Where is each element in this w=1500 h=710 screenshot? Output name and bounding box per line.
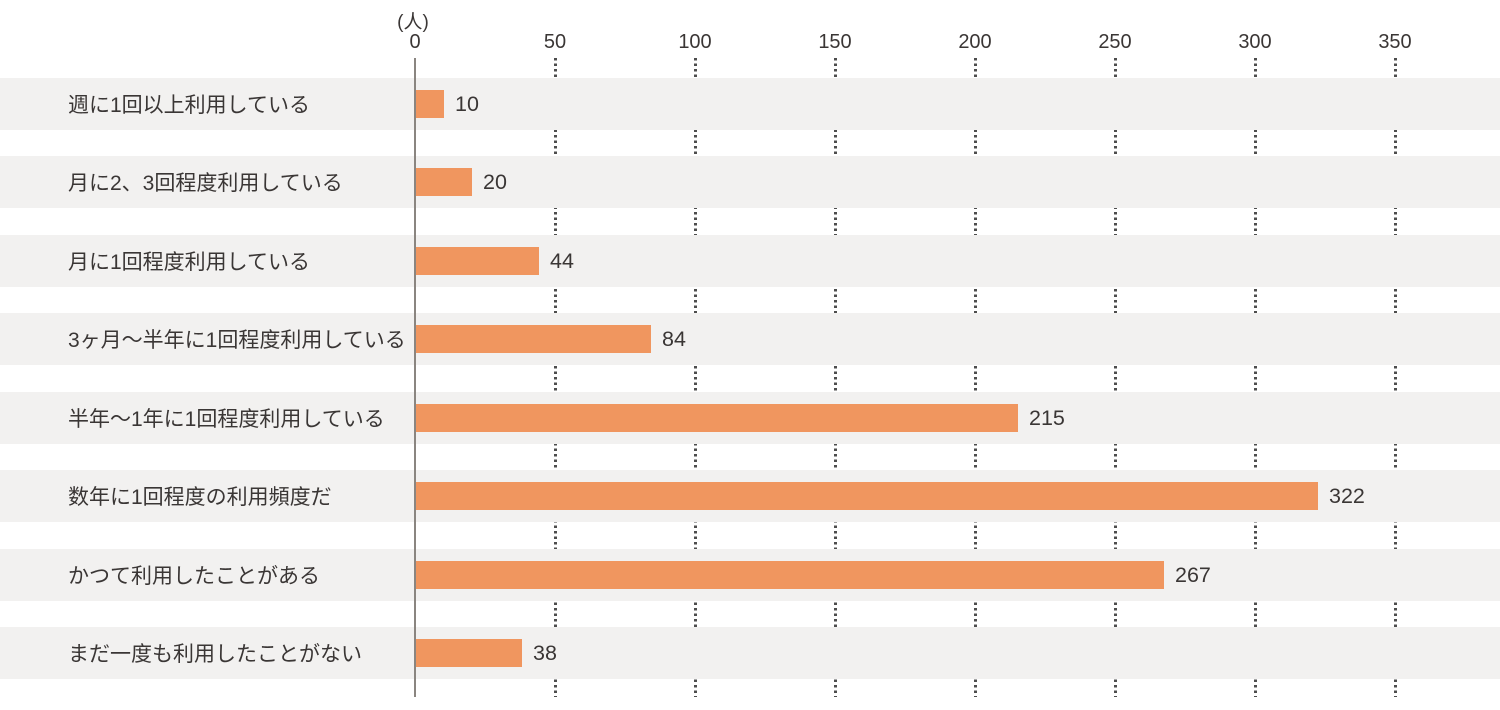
x-tick-label: 300 bbox=[1238, 31, 1272, 53]
gridline-dotted bbox=[833, 58, 837, 697]
bar bbox=[416, 561, 1164, 589]
x-tick-label: 200 bbox=[958, 31, 992, 53]
value-label: 44 bbox=[550, 248, 574, 273]
value-label: 322 bbox=[1329, 483, 1365, 508]
category-label: 月に1回程度利用している bbox=[68, 251, 311, 274]
category-label: 半年〜1年に1回程度利用している bbox=[68, 408, 385, 431]
x-tick-label: 0 bbox=[409, 31, 421, 53]
category-label: 月に2、3回程度利用している bbox=[68, 172, 343, 195]
x-tick-label: 350 bbox=[1378, 31, 1412, 53]
row-band bbox=[0, 235, 1500, 287]
bar bbox=[416, 639, 522, 667]
bar bbox=[416, 168, 472, 196]
x-tick-label: 50 bbox=[543, 31, 567, 53]
value-label: 38 bbox=[533, 640, 557, 665]
bar bbox=[416, 404, 1018, 432]
gridline-dotted bbox=[973, 58, 977, 697]
value-label: 215 bbox=[1029, 405, 1065, 430]
category-label: 3ヶ月〜半年に1回程度利用している bbox=[68, 329, 406, 352]
x-tick-label: 150 bbox=[818, 31, 852, 53]
gridline-dotted bbox=[1393, 58, 1397, 697]
category-label: 週に1回以上利用している bbox=[68, 94, 311, 117]
bar bbox=[416, 482, 1318, 510]
gridline-dotted bbox=[553, 58, 557, 697]
bar bbox=[416, 90, 444, 118]
category-label: かつて利用したことがある bbox=[68, 565, 320, 588]
value-label: 10 bbox=[455, 91, 479, 116]
row-band bbox=[0, 156, 1500, 208]
category-label: まだ一度も利用したことがない bbox=[68, 643, 362, 666]
gridline-dotted bbox=[1113, 58, 1117, 697]
bar bbox=[416, 247, 539, 275]
category-label: 数年に1回程度の利用頻度だ bbox=[68, 486, 332, 509]
gridline-dotted bbox=[693, 58, 697, 697]
value-label: 267 bbox=[1175, 562, 1211, 587]
value-label: 84 bbox=[662, 326, 686, 351]
row-band bbox=[0, 627, 1500, 679]
x-tick-label: 250 bbox=[1098, 31, 1132, 53]
row-band bbox=[0, 313, 1500, 365]
x-tick-label: 100 bbox=[678, 31, 712, 53]
value-label: 20 bbox=[483, 169, 507, 194]
y-axis-line bbox=[414, 58, 416, 697]
gridline-dotted bbox=[1253, 58, 1257, 697]
row-band bbox=[0, 78, 1500, 130]
axis-unit-label: (人) bbox=[397, 12, 429, 33]
bar bbox=[416, 325, 651, 353]
